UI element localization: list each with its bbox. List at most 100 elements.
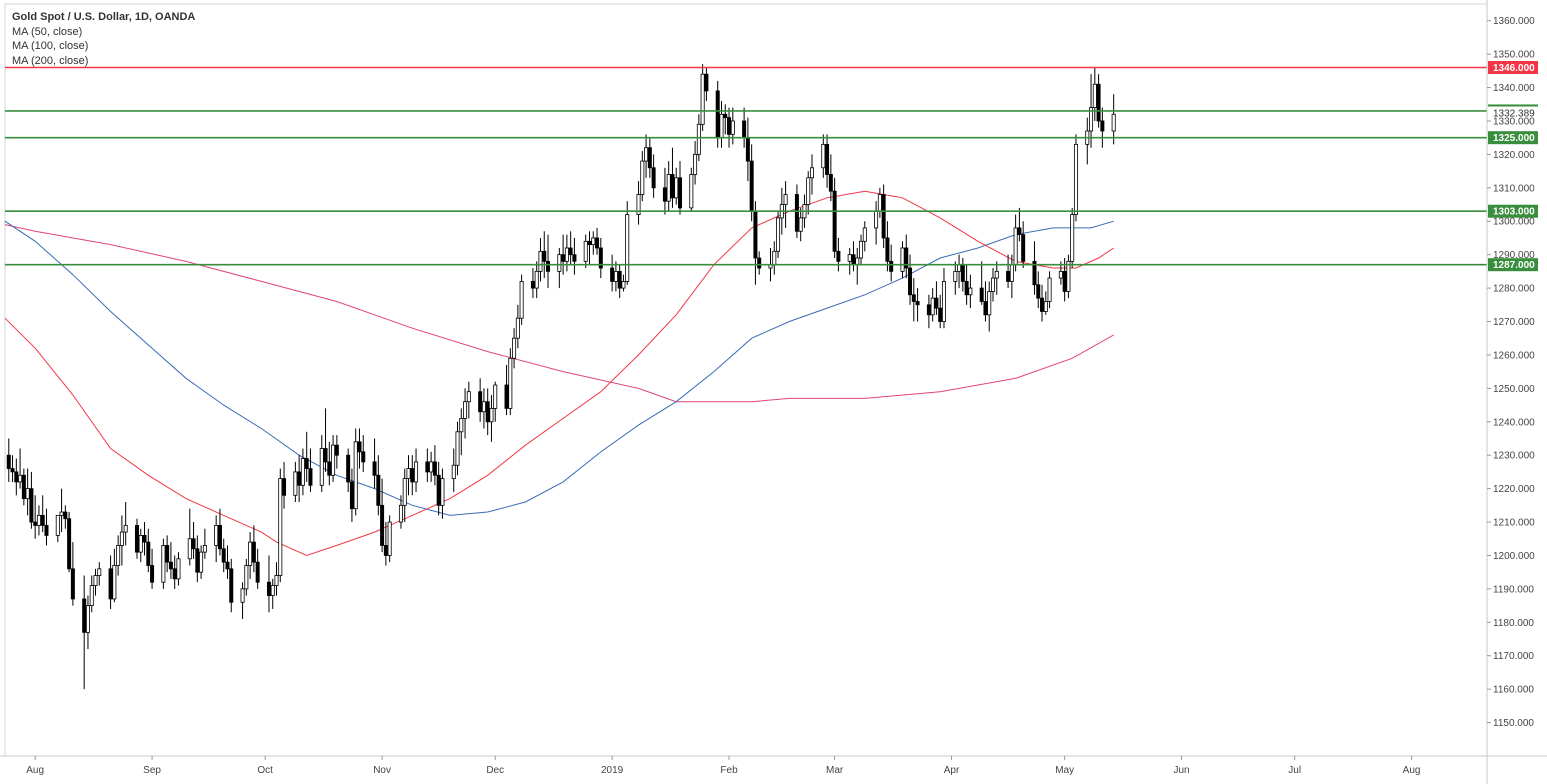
candle <box>323 408 328 472</box>
candle-up <box>515 317 520 339</box>
candle-up <box>55 514 60 536</box>
candle <box>825 134 830 188</box>
candle-up <box>930 297 935 316</box>
candle <box>678 161 683 215</box>
candle <box>742 107 747 148</box>
candle <box>21 468 26 506</box>
candle-up <box>119 531 124 546</box>
candle-down <box>33 521 38 526</box>
candle <box>33 495 38 539</box>
candle <box>1006 254 1011 289</box>
candle <box>776 211 781 259</box>
candle-down <box>304 458 309 469</box>
candle-down <box>828 174 833 192</box>
candle-down <box>146 541 151 566</box>
candle-up <box>1058 270 1063 279</box>
candle <box>300 448 305 496</box>
candle-down <box>380 504 385 546</box>
x-tick-label: Apr <box>944 765 960 776</box>
candle <box>6 438 11 482</box>
candle <box>700 64 705 132</box>
candle <box>282 461 287 509</box>
candle-down <box>134 524 139 553</box>
candle <box>806 171 811 215</box>
candle-up <box>459 418 464 433</box>
candle <box>485 388 490 436</box>
candle-up <box>112 565 117 600</box>
candle-up <box>429 461 434 473</box>
candle-up <box>862 227 867 242</box>
candle-down <box>889 260 894 272</box>
y-tick-label: 1290.000 <box>1493 250 1535 261</box>
candle <box>244 558 249 596</box>
x-tick-label: Nov <box>373 765 391 776</box>
candle-down <box>598 247 603 269</box>
level-label-box <box>1488 61 1538 75</box>
candle-up <box>319 448 324 486</box>
candle-down <box>432 461 437 476</box>
candle-up <box>402 478 407 506</box>
candle <box>478 378 483 422</box>
candle <box>783 181 788 228</box>
candle-up <box>93 575 98 586</box>
candle-down <box>349 481 354 510</box>
candle-down <box>881 194 886 239</box>
candle <box>847 247 852 275</box>
candle-down <box>794 194 799 232</box>
candle-down <box>1036 284 1041 299</box>
candle-up <box>693 153 698 175</box>
candle <box>911 278 916 322</box>
candle-up <box>806 177 811 205</box>
candle-up <box>176 558 181 580</box>
candle <box>979 261 984 305</box>
ma200-line <box>4 224 1114 403</box>
candle <box>308 448 313 492</box>
candle <box>874 201 879 245</box>
candle-down <box>14 471 19 483</box>
candle-down <box>108 568 113 600</box>
candle <box>900 241 905 279</box>
candle-down <box>651 167 656 189</box>
candle-up <box>855 257 860 266</box>
candle-down <box>63 511 68 520</box>
candle <box>108 555 113 609</box>
candle <box>463 388 468 439</box>
candle-down <box>142 535 147 543</box>
candle <box>123 501 128 546</box>
candle-down <box>960 264 965 282</box>
candle-up <box>968 287 973 296</box>
candle-up <box>636 194 641 215</box>
y-tick-label: 1180.000 <box>1493 618 1534 629</box>
candle <box>142 522 147 556</box>
candle-up <box>36 514 41 526</box>
candle-up <box>1070 214 1075 262</box>
candle-down <box>217 524 222 550</box>
candle <box>436 461 441 516</box>
candle <box>383 522 388 566</box>
candle-up <box>1073 143 1078 215</box>
candle <box>908 254 913 305</box>
candle-down <box>504 384 509 409</box>
candle-up <box>689 174 694 209</box>
candle <box>749 144 754 222</box>
candle <box>229 558 234 613</box>
candle <box>1092 67 1097 121</box>
candle <box>647 137 652 178</box>
candle-up <box>202 545 207 553</box>
candle <box>719 100 724 148</box>
candle <box>297 455 302 502</box>
candle <box>425 448 430 482</box>
candle <box>353 428 358 516</box>
candle <box>613 261 618 292</box>
candle-down <box>327 461 332 476</box>
candle-down <box>308 468 313 486</box>
candle <box>730 107 735 145</box>
candle <box>745 117 750 182</box>
candle <box>116 535 121 576</box>
candle <box>757 251 762 275</box>
candle <box>662 167 667 215</box>
candle <box>968 274 973 309</box>
candle-up <box>644 147 649 162</box>
candle-down <box>323 448 328 463</box>
